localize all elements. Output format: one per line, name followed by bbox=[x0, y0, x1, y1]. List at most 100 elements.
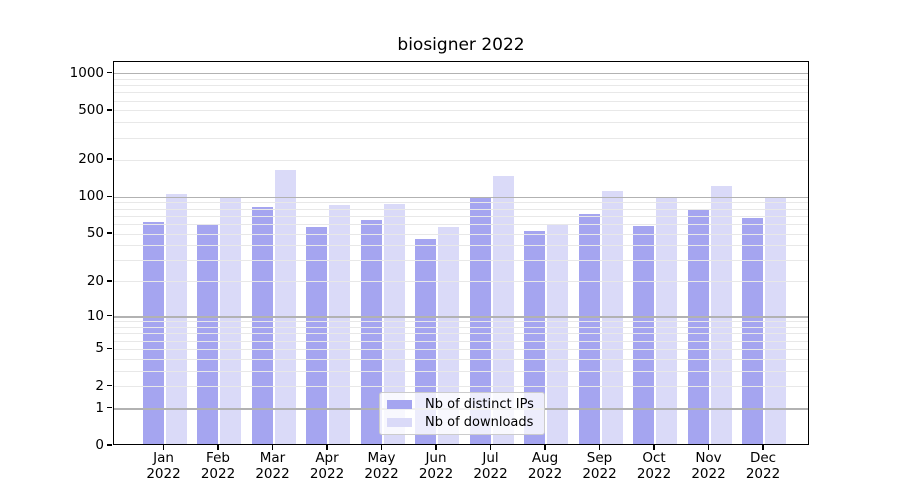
x-tick-label-sep: Sep 2022 bbox=[582, 450, 617, 482]
legend-swatch-distinct-ips bbox=[387, 400, 412, 409]
bar-distinct-ips-may bbox=[360, 220, 382, 444]
gridline-30 bbox=[114, 260, 808, 262]
y-tick-mark bbox=[107, 232, 112, 234]
gridline-7 bbox=[114, 333, 808, 335]
y-tick-mark bbox=[107, 315, 112, 317]
gridline-4 bbox=[114, 358, 808, 360]
plot-area bbox=[113, 61, 809, 445]
x-tick-mark bbox=[271, 445, 274, 450]
y-tick-label-10: 10 bbox=[86, 307, 104, 324]
legend-item-downloads: Nb of downloads bbox=[387, 415, 544, 430]
legend-swatch-downloads bbox=[387, 418, 412, 427]
gridline-10 bbox=[114, 316, 808, 318]
gridline-20 bbox=[114, 281, 808, 283]
x-tick-label-mar: Mar 2022 bbox=[255, 450, 290, 482]
bar-downloads-may bbox=[383, 203, 405, 444]
x-tick-label-may: May 2022 bbox=[364, 450, 399, 482]
x-tick-mark bbox=[217, 445, 219, 450]
legend-label: Nb of downloads bbox=[425, 415, 534, 430]
bar-distinct-ips-mar bbox=[251, 207, 273, 444]
y-tick-label-1: 1 bbox=[95, 399, 104, 416]
y-tick-mark bbox=[107, 158, 112, 160]
x-tick-label-aug: Aug 2022 bbox=[527, 450, 563, 482]
y-tick-label-20: 20 bbox=[86, 272, 104, 289]
x-tick-mark bbox=[707, 445, 710, 450]
x-tick-mark bbox=[544, 445, 546, 450]
gridline-2 bbox=[114, 386, 808, 388]
gridline-900 bbox=[114, 78, 808, 80]
gridline-80 bbox=[114, 208, 808, 210]
gridline-100 bbox=[114, 196, 808, 199]
gridline-70 bbox=[114, 215, 808, 217]
gridline-300 bbox=[114, 137, 808, 139]
x-tick-mark bbox=[380, 445, 383, 450]
bar-downloads-oct bbox=[656, 196, 677, 444]
y-tick-label-1000: 1000 bbox=[69, 64, 104, 81]
gridline-1000 bbox=[114, 73, 808, 75]
gridline-60 bbox=[114, 223, 808, 225]
y-tick-mark bbox=[107, 109, 112, 111]
x-tick-label-nov: Nov 2022 bbox=[691, 450, 726, 482]
bar-distinct-ips-jan bbox=[142, 222, 164, 444]
gridline-500 bbox=[114, 110, 808, 112]
x-tick-label-jan: Jan 2022 bbox=[146, 450, 181, 482]
y-tick-mark bbox=[107, 280, 112, 282]
chart-title: biosigner 2022 bbox=[397, 35, 525, 55]
y-tick-label-500: 500 bbox=[78, 101, 104, 118]
bar-distinct-ips-jul bbox=[469, 197, 491, 444]
bar-downloads-jan bbox=[165, 194, 187, 444]
gridline-3 bbox=[114, 370, 808, 372]
legend: Nb of distinct IPs Nb of downloads bbox=[379, 392, 545, 435]
y-tick-label-2: 2 bbox=[95, 377, 104, 394]
legend-label: Nb of distinct IPs bbox=[425, 397, 534, 412]
gridline-9 bbox=[114, 321, 808, 323]
x-tick-label-jul: Jul 2022 bbox=[473, 450, 508, 482]
bar-downloads-feb bbox=[220, 196, 241, 444]
x-tick-mark bbox=[162, 445, 165, 450]
y-tick-label-200: 200 bbox=[78, 151, 104, 168]
gridline-400 bbox=[114, 122, 808, 124]
bar-downloads-apr bbox=[329, 204, 350, 444]
gridline-5 bbox=[114, 348, 808, 350]
y-tick-label-50: 50 bbox=[86, 225, 104, 242]
bar-distinct-ips-dec bbox=[742, 218, 763, 444]
bar-downloads-dec bbox=[765, 196, 786, 444]
gridline-40 bbox=[114, 245, 808, 247]
bar-downloads-mar bbox=[274, 170, 296, 444]
gridline-600 bbox=[114, 100, 808, 102]
x-tick-label-apr: Apr 2022 bbox=[309, 450, 345, 482]
y-tick-label-0: 0 bbox=[95, 437, 104, 453]
bar-distinct-ips-oct bbox=[633, 225, 654, 444]
bar-downloads-jun bbox=[438, 226, 459, 444]
y-tick-mark bbox=[107, 385, 112, 387]
y-tick-mark bbox=[107, 195, 112, 197]
gridline-200 bbox=[114, 159, 808, 161]
bar-downloads-jul bbox=[492, 176, 514, 444]
y-tick-mark bbox=[107, 71, 112, 74]
y-tick-mark bbox=[107, 347, 112, 350]
x-tick-mark bbox=[489, 445, 492, 450]
gridline-50 bbox=[114, 233, 808, 235]
y-tick-label-5: 5 bbox=[95, 340, 104, 357]
x-tick-label-jun: Jun 2022 bbox=[418, 450, 454, 482]
x-tick-label-dec: Dec 2022 bbox=[745, 450, 781, 482]
bar-downloads-nov bbox=[710, 185, 732, 444]
bar-distinct-ips-aug bbox=[524, 231, 545, 444]
bar-distinct-ips-nov bbox=[687, 209, 709, 444]
gridline-800 bbox=[114, 85, 808, 87]
x-tick-label-feb: Feb 2022 bbox=[200, 450, 236, 482]
x-tick-mark bbox=[326, 445, 328, 450]
x-tick-mark bbox=[653, 445, 655, 450]
bar-distinct-ips-apr bbox=[306, 226, 327, 444]
y-tick-mark bbox=[107, 406, 112, 409]
gridline-90 bbox=[114, 202, 808, 204]
y-tick-label-100: 100 bbox=[78, 188, 104, 205]
gridline-8 bbox=[114, 327, 808, 329]
gridline-700 bbox=[114, 92, 808, 94]
x-tick-mark bbox=[762, 445, 764, 450]
gridline-6 bbox=[114, 340, 808, 342]
x-tick-label-oct: Oct 2022 bbox=[636, 450, 672, 482]
x-tick-mark bbox=[435, 445, 437, 450]
y-tick-mark bbox=[107, 444, 112, 446]
